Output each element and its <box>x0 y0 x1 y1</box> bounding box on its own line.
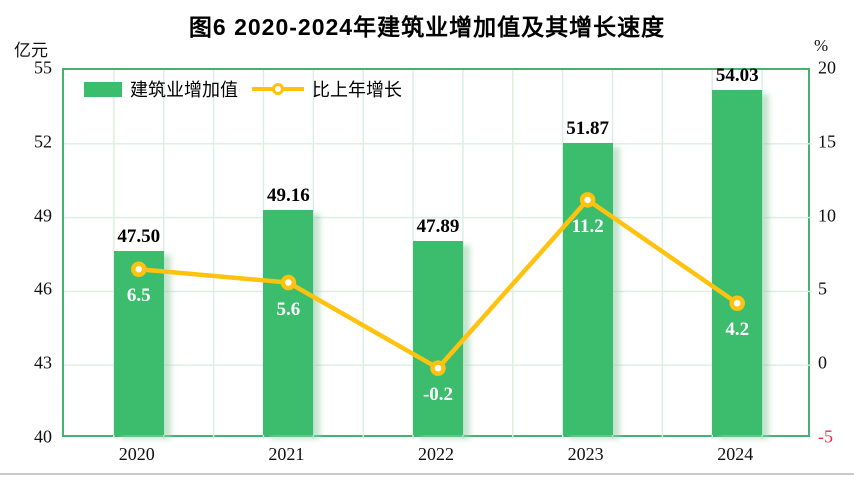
bar-2022 <box>413 240 463 435</box>
bar-value-label: 51.87 <box>566 117 609 139</box>
line-marker-icon <box>430 360 446 376</box>
y-axis-tick: 49 <box>34 205 52 226</box>
right-axis-unit-label: % <box>814 36 829 55</box>
line-value-label: 4.2 <box>725 319 750 341</box>
legend-item-bar-series: 建筑业增加值 <box>84 76 238 102</box>
line-value-label: 11.2 <box>571 215 604 237</box>
bar-2024 <box>712 89 763 435</box>
line-value-label: 5.6 <box>276 298 301 320</box>
line-value-label: 6.5 <box>126 285 151 307</box>
line-series-swatch-icon <box>252 81 304 97</box>
line-marker-icon <box>280 274 297 291</box>
bar-2020 <box>113 250 164 435</box>
bar-value-label: 54.03 <box>715 64 759 86</box>
bottom-divider <box>0 473 854 475</box>
y-axis-tick: 43 <box>34 352 52 373</box>
y-axis-tick: 52 <box>34 131 52 152</box>
bar-value-label: 49.16 <box>267 184 310 206</box>
line-marker-icon <box>729 295 745 311</box>
line-series-path <box>138 196 739 372</box>
bar-value-label: 47.89 <box>416 215 460 237</box>
plot-area: 47.50 49.16 47.89 51.87 54.03 6.5 5.6 -0.2 11.2 4… <box>62 64 812 439</box>
line-marker-icon <box>131 261 147 278</box>
bar-series-swatch-icon <box>84 81 122 97</box>
line-value-label: -0.2 <box>422 384 454 406</box>
bar-value-label: 47.50 <box>117 225 161 247</box>
chart-legend: 建筑业增加值 比上年增长 <box>84 76 402 102</box>
y-axis-tick: 55 <box>34 57 52 78</box>
y-axis-tick: 10 <box>818 205 836 226</box>
x-axis-tick-2024: 2024 <box>717 444 754 464</box>
chart-title: 图6 2020-2024年建筑业增加值及其增长速度 <box>188 14 666 40</box>
legend-label-line-series: 比上年增长 <box>312 80 402 100</box>
y-axis-tick: 40 <box>34 426 52 447</box>
y-axis-tick: 46 <box>34 278 52 299</box>
legend-item-line-series: 比上年增长 <box>252 76 402 102</box>
left-axis-unit-label: 亿元 <box>14 41 48 60</box>
bar-2021 <box>263 209 314 435</box>
x-axis-tick-2021: 2021 <box>268 444 305 464</box>
chart-canvas <box>131 192 745 376</box>
y-axis-tick: 15 <box>818 131 836 152</box>
y-axis-tick: 20 <box>818 57 836 78</box>
line-marker-icon <box>579 192 596 208</box>
x-axis-tick-2022: 2022 <box>418 444 454 464</box>
x-axis-tick-2020: 2020 <box>118 444 155 464</box>
bar-2023 <box>562 143 613 435</box>
legend-label-bar-series: 建筑业增加值 <box>130 80 238 100</box>
x-axis-tick-2023: 2023 <box>567 444 604 464</box>
y-axis-tick: 0 <box>818 352 827 373</box>
y-axis-tick: -5 <box>818 426 833 447</box>
y-axis-tick: 5 <box>818 278 827 299</box>
